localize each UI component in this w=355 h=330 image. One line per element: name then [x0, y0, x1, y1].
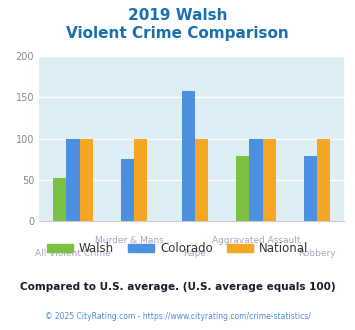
Bar [66, 139, 80, 221]
Bar [263, 139, 276, 221]
Text: © 2025 CityRating.com - https://www.cityrating.com/crime-statistics/: © 2025 CityRating.com - https://www.city… [45, 312, 310, 321]
Text: Aggravated Assault: Aggravated Assault [212, 236, 300, 245]
Bar [317, 139, 331, 221]
Text: Compared to U.S. average. (U.S. average equals 100): Compared to U.S. average. (U.S. average … [20, 282, 335, 292]
Bar [182, 91, 195, 221]
Bar [195, 139, 208, 221]
Bar [121, 159, 134, 221]
Text: Murder & Mans...: Murder & Mans... [95, 236, 173, 245]
Bar [134, 139, 147, 221]
Text: All Violent Crime: All Violent Crime [35, 249, 111, 258]
Text: Violent Crime Comparison: Violent Crime Comparison [66, 26, 289, 41]
Bar [249, 139, 263, 221]
Bar [53, 178, 66, 221]
Bar [304, 156, 317, 221]
Text: Robbery: Robbery [298, 249, 336, 258]
Text: Rape: Rape [184, 249, 207, 258]
Bar [236, 156, 249, 221]
Text: 2019 Walsh: 2019 Walsh [128, 8, 227, 23]
Bar [80, 139, 93, 221]
Legend: Walsh, Colorado, National: Walsh, Colorado, National [42, 237, 313, 260]
